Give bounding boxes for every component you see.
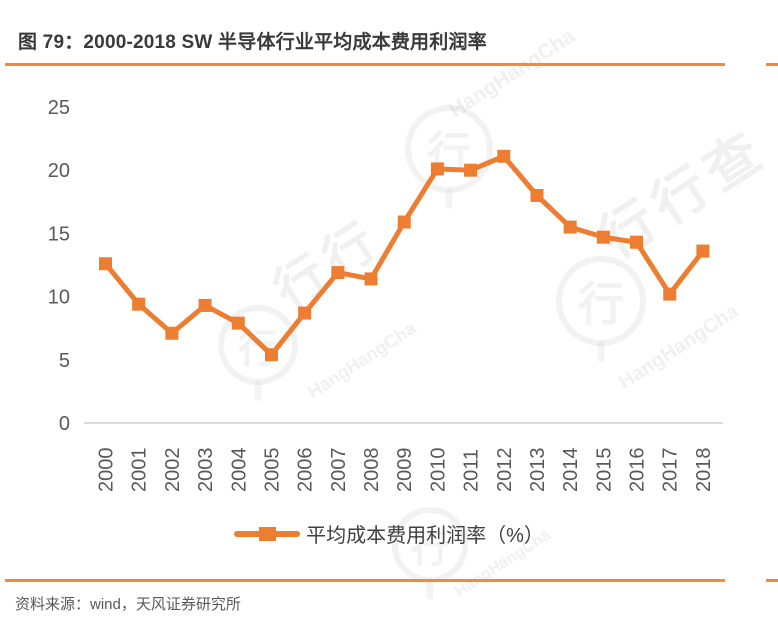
top-divider-fragment bbox=[766, 63, 778, 66]
legend-label: 平均成本费用利润率（%） bbox=[306, 525, 544, 547]
x-axis-tick-label: 2003 bbox=[195, 448, 217, 493]
x-axis-tick-label: 2017 bbox=[660, 448, 682, 493]
data-point-marker bbox=[165, 326, 179, 340]
x-axis-tick-label: 2006 bbox=[295, 448, 317, 493]
x-axis-tick-label: 2007 bbox=[328, 448, 350, 493]
data-point-marker bbox=[331, 266, 345, 280]
chart-legend: 平均成本费用利润率（%） bbox=[0, 519, 778, 548]
x-axis-tick-label: 2016 bbox=[627, 448, 649, 493]
data-point-marker bbox=[530, 188, 544, 202]
data-point-marker bbox=[132, 297, 146, 311]
x-axis-tick-label: 2005 bbox=[261, 448, 283, 493]
data-point-marker bbox=[298, 306, 312, 320]
x-axis-tick-label: 2004 bbox=[228, 448, 250, 493]
x-axis-tick-label: 2009 bbox=[394, 448, 416, 493]
data-point-marker bbox=[696, 244, 710, 258]
data-point-marker bbox=[99, 257, 112, 271]
x-axis-tick-label: 2011 bbox=[461, 449, 483, 492]
bottom-divider-fragment bbox=[766, 579, 778, 582]
y-axis-tick-label: 25 bbox=[48, 97, 70, 119]
x-axis-tick-label: 2010 bbox=[427, 448, 449, 493]
x-axis-tick-label: 2012 bbox=[494, 447, 516, 492]
bottom-divider bbox=[5, 579, 725, 582]
data-point-marker bbox=[198, 298, 212, 312]
legend-square-marker-icon bbox=[259, 526, 277, 541]
data-point-marker bbox=[596, 230, 610, 244]
data-point-marker bbox=[397, 215, 411, 229]
data-point-marker bbox=[497, 149, 511, 163]
x-axis-tick-label: 2002 bbox=[162, 448, 184, 493]
legend-series-marker-icon bbox=[234, 524, 301, 544]
x-axis-tick-label: 2014 bbox=[560, 448, 582, 493]
x-axis-tick-label: 2008 bbox=[361, 448, 383, 493]
series-line bbox=[103, 153, 705, 359]
top-divider bbox=[5, 63, 725, 66]
data-point-marker bbox=[430, 162, 444, 176]
y-axis-tick-label: 15 bbox=[48, 223, 70, 245]
source-note: 资料来源：wind，天风证券研究所 bbox=[15, 596, 241, 613]
x-axis-tick-label: 2013 bbox=[527, 448, 549, 493]
data-point-marker bbox=[630, 235, 644, 249]
x-axis-tick-label: 2001 bbox=[129, 448, 151, 493]
y-axis-tick-label: 0 bbox=[59, 413, 70, 435]
y-axis-tick-label: 20 bbox=[48, 160, 70, 182]
x-axis-tick-label: 2000 bbox=[96, 448, 118, 493]
x-axis-tick-label: 2015 bbox=[593, 448, 615, 493]
data-point-marker bbox=[563, 220, 577, 234]
x-axis-tick-label: 2018 bbox=[693, 448, 715, 493]
data-point-marker bbox=[663, 287, 677, 301]
y-axis-tick-label: 5 bbox=[59, 350, 70, 372]
data-point-marker bbox=[231, 316, 245, 330]
figure-title: 图 79：2000-2018 SW 半导体行业平均成本费用利润率 bbox=[18, 32, 487, 53]
y-axis-tick-label: 10 bbox=[48, 287, 70, 309]
data-point-marker bbox=[264, 348, 278, 362]
data-point-marker bbox=[464, 163, 478, 177]
data-point-marker bbox=[364, 272, 378, 286]
